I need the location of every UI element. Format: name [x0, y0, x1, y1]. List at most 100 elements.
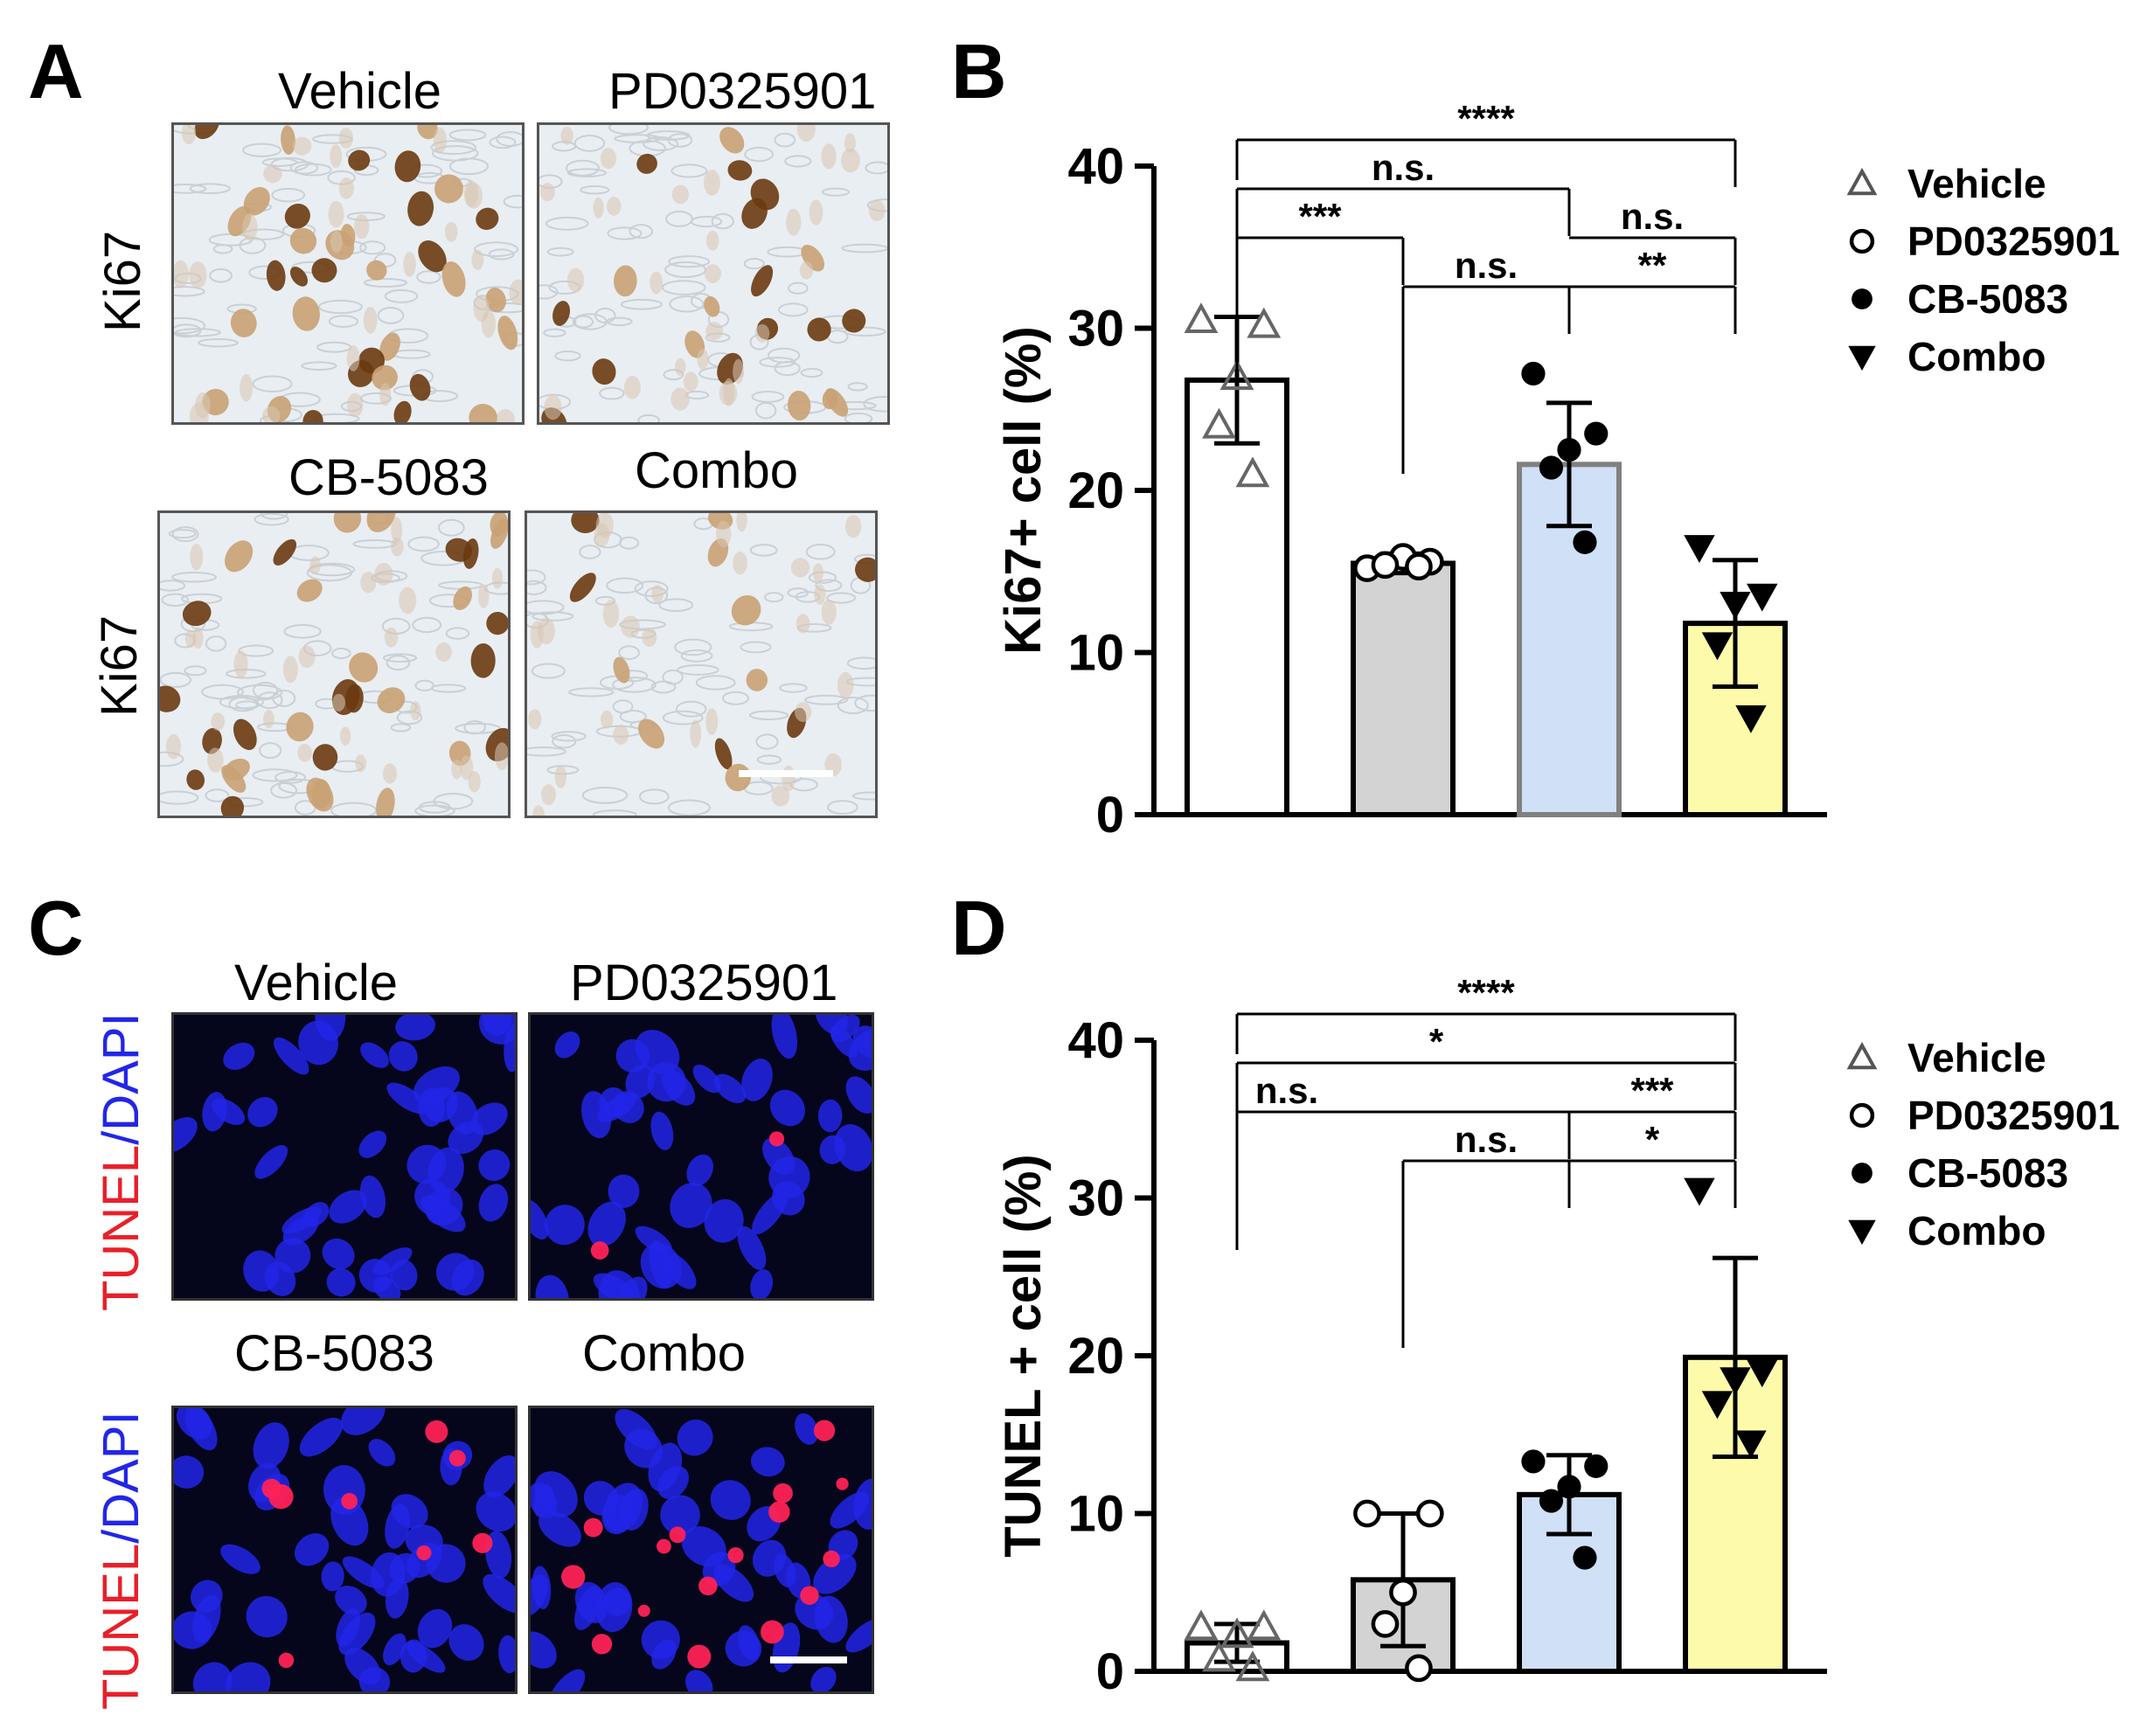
unstained-nucleus	[716, 520, 732, 547]
dapi-nucleus	[625, 1064, 656, 1099]
unstained-nucleus	[338, 128, 354, 149]
unstained-nucleus	[330, 144, 343, 169]
data-point	[1539, 1489, 1564, 1513]
stroma-fiber	[189, 183, 231, 195]
data-point	[1557, 1475, 1581, 1499]
stained-nucleus	[377, 687, 406, 713]
unstained-nucleus	[602, 600, 620, 628]
significance-label: *	[1645, 1119, 1660, 1160]
data-point	[1371, 1610, 1400, 1638]
stroma-fiber	[384, 288, 419, 303]
stained-nucleus	[221, 765, 247, 793]
significance-bracket: **	[1569, 245, 1737, 334]
data-point	[1521, 361, 1546, 386]
dapi-nucleus	[385, 1577, 409, 1619]
bar	[1185, 377, 1289, 817]
unstained-nucleus	[809, 199, 823, 226]
unstained-nucleus	[468, 771, 481, 793]
stroma-fiber	[201, 684, 244, 700]
tunel-positive-cell	[813, 1420, 836, 1441]
legend-marker	[1849, 1102, 1875, 1128]
stained-nucleus	[592, 358, 616, 385]
dapi-nucleus	[342, 1556, 385, 1589]
stroma-fiber	[847, 382, 868, 392]
unstained-nucleus	[355, 754, 366, 773]
dapi-nucleus	[386, 1082, 428, 1115]
panel-letter-a: A	[28, 28, 84, 115]
dapi-nucleus	[478, 1149, 511, 1181]
data-point	[1735, 1430, 1767, 1459]
legend-label: Combo	[1907, 1208, 2046, 1253]
tunel-positive-cell	[591, 1634, 613, 1655]
stained-nucleus	[807, 317, 831, 342]
legend-marker	[1848, 1219, 1876, 1246]
stroma-fiber	[841, 243, 887, 253]
significance-bracket: ***	[1235, 196, 1405, 376]
dapi-nucleus	[338, 1612, 376, 1656]
unstained-nucleus	[705, 322, 724, 341]
stained-nucleus	[292, 296, 320, 331]
unstained-nucleus	[670, 387, 690, 411]
dapi-nucleus	[274, 1238, 311, 1274]
unstained-nucleus	[330, 230, 343, 253]
dapi-nucleus	[710, 1480, 751, 1520]
tunel-positive-cell	[448, 1449, 466, 1467]
y-tick-label: 0	[1096, 787, 1124, 844]
unstained-nucleus	[600, 148, 617, 170]
stroma-fiber	[658, 598, 694, 612]
stroma-fiber	[552, 734, 577, 749]
unstained-nucleus	[840, 148, 860, 173]
data-point	[1415, 1499, 1444, 1528]
stroma-fiber	[787, 587, 809, 599]
unstained-nucleus	[192, 627, 204, 649]
stained-nucleus	[182, 601, 212, 627]
stroma-fiber	[539, 284, 559, 300]
stroma-fiber	[160, 790, 199, 805]
stroma-fiber	[767, 347, 801, 364]
stroma-fiber	[779, 683, 808, 693]
unstained-nucleus	[451, 759, 462, 780]
stained-nucleus	[855, 557, 875, 582]
unstained-nucleus	[697, 349, 709, 370]
unstained-nucleus	[384, 627, 399, 648]
significance-bracket: n.s.	[1235, 1070, 1571, 1250]
unstained-nucleus	[360, 571, 377, 594]
stroma-fiber	[205, 635, 227, 652]
stroma-fiber	[363, 277, 408, 288]
dapi-nucleus	[545, 1205, 585, 1246]
stained-nucleus	[393, 400, 412, 422]
panel-c-label-pd0325901: PD0325901	[570, 955, 838, 1011]
data-point	[1353, 1499, 1381, 1528]
micrograph-tunel-combo	[528, 1406, 874, 1694]
dapi-nucleus	[253, 1422, 289, 1469]
stained-nucleus	[286, 712, 314, 742]
unstained-nucleus	[650, 271, 664, 295]
unstained-nucleus	[328, 200, 344, 228]
tunel-positive-cell	[687, 1644, 712, 1669]
unstained-nucleus	[812, 563, 823, 583]
stroma-fiber	[866, 198, 887, 212]
significance-bracket: n.s.	[1401, 1119, 1571, 1348]
unstained-nucleus	[509, 279, 522, 306]
stroma-fiber	[527, 600, 565, 615]
panel-letter-d: D	[951, 885, 1007, 971]
tunel-positive-cell	[800, 1586, 819, 1605]
stroma-fiber	[531, 663, 566, 679]
stroma-fiber	[754, 401, 777, 420]
unstained-nucleus	[189, 261, 207, 289]
stained-nucleus	[296, 579, 323, 602]
data-point	[1521, 1449, 1546, 1474]
dapi-nucleus	[650, 1111, 674, 1150]
stained-nucleus	[289, 227, 317, 254]
stained-nucleus	[284, 204, 310, 229]
stroma-fiber	[328, 315, 359, 328]
data-point	[1720, 1367, 1751, 1396]
unstained-nucleus	[207, 747, 224, 773]
stroma-fiber	[599, 386, 625, 400]
stroma-fiber	[743, 257, 765, 270]
y-axis-label: Ki67+ cell (%)	[995, 326, 1052, 655]
legend-label: Combo	[1907, 334, 2046, 379]
dapi-nucleus	[498, 1635, 515, 1674]
tunel-positive-cell	[416, 1545, 432, 1561]
stroma-fiber	[431, 145, 479, 162]
